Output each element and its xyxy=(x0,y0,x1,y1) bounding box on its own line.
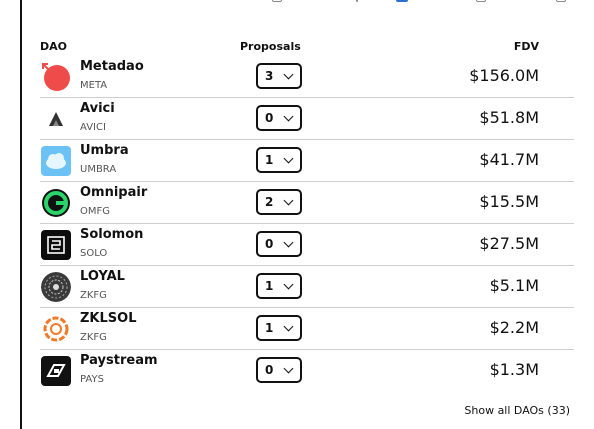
proposals-count: 0 xyxy=(265,363,274,377)
dao-ticker: OMFG xyxy=(80,206,110,217)
dao-name[interactable]: Umbra xyxy=(80,143,129,158)
proposals-select[interactable]: 0 xyxy=(256,357,302,383)
proposals-count: 3 xyxy=(265,69,274,83)
column-header-fdv: FDV xyxy=(513,40,539,53)
proposals-count: 2 xyxy=(265,195,274,209)
partial-control xyxy=(272,0,282,2)
avici-logo-icon xyxy=(41,104,71,134)
fdv-value: $51.8M xyxy=(479,108,539,127)
table-row[interactable]: Paystream PAYS 0 $1.3M xyxy=(40,350,574,392)
dao-table: DAO Proposals FDV Metadao META 3 $156.0M… xyxy=(40,38,574,392)
proposals-select[interactable]: 1 xyxy=(256,315,302,341)
proposals-select[interactable]: 3 xyxy=(256,63,302,89)
table-row[interactable]: Avici AVICI 0 $51.8M xyxy=(40,98,574,140)
omnipair-logo-icon xyxy=(41,188,71,218)
umbra-logo-icon xyxy=(41,146,71,176)
content-left-border xyxy=(20,0,22,429)
chevron-down-icon xyxy=(283,111,294,122)
chevron-down-icon xyxy=(283,279,294,290)
partial-control xyxy=(476,0,486,2)
proposals-select[interactable]: 2 xyxy=(256,189,302,215)
table-row[interactable]: Umbra UMBRA 1 $41.7M xyxy=(40,140,574,182)
dao-name[interactable]: Paystream xyxy=(80,353,158,368)
chevron-down-icon xyxy=(283,363,294,374)
loyal-logo-icon xyxy=(41,272,71,302)
fdv-value: $5.1M xyxy=(489,276,539,295)
dao-ticker: AVICI xyxy=(80,122,106,133)
proposals-select[interactable]: 1 xyxy=(256,147,302,173)
proposals-select[interactable]: 0 xyxy=(256,105,302,131)
dao-ticker: ZKFG xyxy=(80,332,107,343)
fdv-value: $41.7M xyxy=(479,150,539,169)
proposals-select[interactable]: 1 xyxy=(256,273,302,299)
chevron-down-icon xyxy=(283,195,294,206)
column-header-proposals: Proposals xyxy=(240,40,301,53)
dao-name[interactable]: ZKLSOL xyxy=(80,311,137,326)
solomon-logo-icon xyxy=(41,230,71,260)
fdv-value: $15.5M xyxy=(479,192,539,211)
top-partial-controls xyxy=(0,0,594,4)
zklsol-logo-icon xyxy=(41,314,71,344)
dao-ticker: SOLO xyxy=(80,248,108,259)
proposals-select[interactable]: 0 xyxy=(256,231,302,257)
chevron-down-icon xyxy=(283,321,294,332)
proposals-count: 0 xyxy=(265,237,274,251)
fdv-value: $2.2M xyxy=(489,318,539,337)
dao-name[interactable]: LOYAL xyxy=(80,269,125,284)
table-row[interactable]: Omnipair OMFG 2 $15.5M xyxy=(40,182,574,224)
dao-ticker: PAYS xyxy=(80,374,104,385)
dao-name[interactable]: Avici xyxy=(80,101,115,116)
proposals-count: 1 xyxy=(265,279,274,293)
proposals-count: 0 xyxy=(265,111,274,125)
chevron-down-icon xyxy=(283,69,294,80)
dao-name[interactable]: Solomon xyxy=(80,227,144,242)
partial-control xyxy=(556,0,566,2)
fdv-value: $1.3M xyxy=(489,360,539,379)
proposals-count: 1 xyxy=(265,321,274,335)
chevron-down-icon xyxy=(283,153,294,164)
dao-ticker: ZKFG xyxy=(80,290,107,301)
partial-control xyxy=(356,0,358,2)
chevron-down-icon xyxy=(283,237,294,248)
fdv-value: $27.5M xyxy=(479,234,539,253)
proposals-count: 1 xyxy=(265,153,274,167)
table-row[interactable]: Metadao META 3 $156.0M xyxy=(40,56,574,98)
table-header: DAO Proposals FDV xyxy=(40,38,574,56)
paystream-logo-icon xyxy=(41,356,71,386)
partial-control xyxy=(396,0,408,2)
table-row[interactable]: Solomon SOLO 0 $27.5M xyxy=(40,224,574,266)
dao-ticker: UMBRA xyxy=(80,164,117,175)
metadao-logo-icon xyxy=(41,62,71,92)
fdv-value: $156.0M xyxy=(469,66,539,85)
table-row[interactable]: ZKLSOL ZKFG 1 $2.2M xyxy=(40,308,574,350)
column-header-dao: DAO xyxy=(40,40,67,53)
dao-name[interactable]: Omnipair xyxy=(80,185,148,200)
dao-ticker: META xyxy=(80,80,108,91)
table-row[interactable]: LOYAL ZKFG 1 $5.1M xyxy=(40,266,574,308)
dao-name[interactable]: Metadao xyxy=(80,59,144,74)
show-all-daos-link[interactable]: Show all DAOs (33) xyxy=(464,404,570,417)
